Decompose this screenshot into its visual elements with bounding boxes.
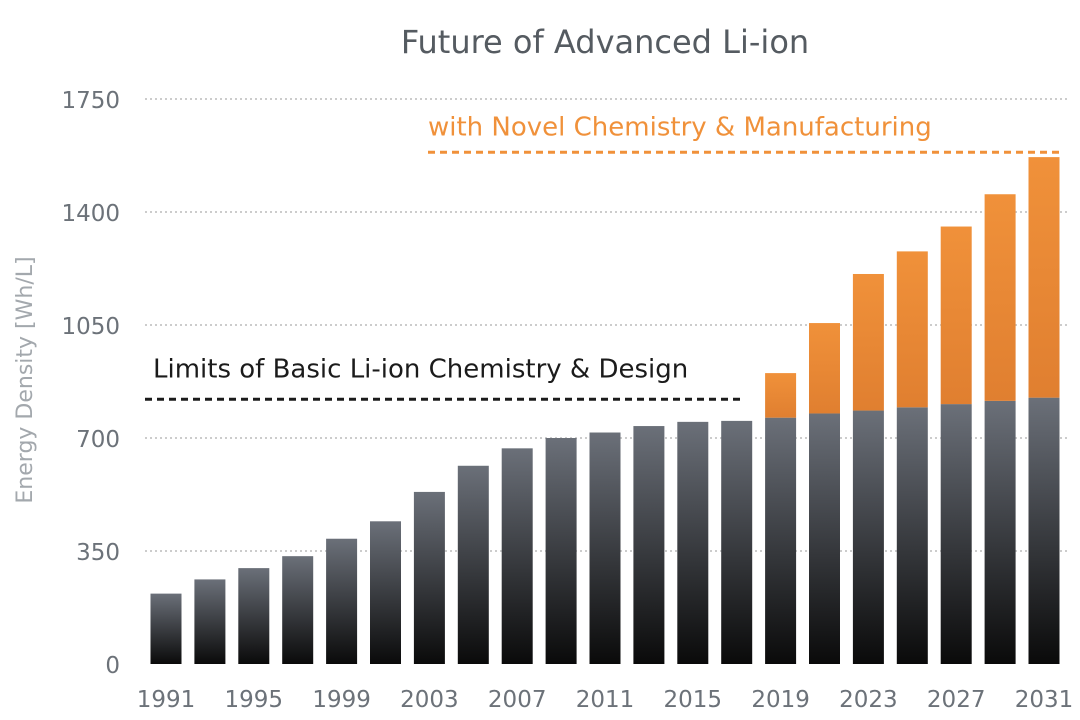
bar-2011-series-1 <box>589 432 621 664</box>
x-tick-label: 2027 <box>927 687 986 713</box>
bar-2031-series-2 <box>1028 157 1060 398</box>
bar-1995-series-1 <box>238 568 270 664</box>
x-tick-label: 2023 <box>839 687 898 713</box>
bar-2015-series-1 <box>677 421 709 664</box>
bar-2025-series-1 <box>896 407 928 664</box>
y-tick-label: 350 <box>76 540 120 566</box>
bar-2027-series-1 <box>940 404 972 664</box>
bar-2029-series-1 <box>984 400 1016 664</box>
bar-1997-series-1 <box>282 556 314 664</box>
x-tick-label: 1995 <box>225 687 284 713</box>
bar-2025-series-2 <box>896 251 928 408</box>
bar-2023-series-1 <box>852 410 884 664</box>
x-tick-label: 2003 <box>400 687 459 713</box>
x-tick-label: 2011 <box>576 687 635 713</box>
annotations: Limits of Basic Li-ion Chemistry & Desig… <box>145 112 1060 401</box>
basic-limit-label: Limits of Basic Li-ion Chemistry & Desig… <box>153 354 688 384</box>
y-tick-label: 1750 <box>61 88 120 114</box>
y-axis-label: Energy Density [Wh/L] <box>13 256 38 503</box>
novel-chemistry-label: with Novel Chemistry & Manufacturing <box>428 112 932 142</box>
bar-2003-series-1 <box>413 491 445 664</box>
x-tick-label: 2015 <box>664 687 723 713</box>
bar-2027-series-2 <box>940 226 972 405</box>
bar-2021-series-2 <box>809 323 840 414</box>
bar-2031-series-1 <box>1028 397 1060 664</box>
bar-2007-series-1 <box>501 448 533 664</box>
bar-2017-series-1 <box>721 420 753 664</box>
bars <box>150 157 1060 664</box>
bar-1991-series-1 <box>150 593 182 664</box>
x-tick-label: 1999 <box>312 687 371 713</box>
y-tick-label: 1050 <box>61 314 120 340</box>
bar-2001-series-1 <box>370 521 401 664</box>
bar-2019-series-2 <box>765 373 797 418</box>
bar-2019-series-1 <box>765 417 797 664</box>
bar-2013-series-1 <box>633 426 665 664</box>
bar-1999-series-1 <box>326 538 358 664</box>
y-tick-labels: 0 350 700 1050 1400 1750 <box>61 88 120 679</box>
x-tick-labels: 1991 1995 1999 2003 2007 2011 2015 2019 2023 2027… <box>137 687 1074 713</box>
bar-1993-series-1 <box>194 579 226 664</box>
y-tick-label: 0 <box>105 653 120 679</box>
bar-2009-series-1 <box>545 438 577 664</box>
bar-2029-series-2 <box>984 194 1016 401</box>
x-tick-label: 2019 <box>751 687 810 713</box>
x-tick-label: 1991 <box>137 687 196 713</box>
y-tick-label: 1400 <box>61 201 120 227</box>
y-tick-label: 700 <box>76 427 120 453</box>
bar-2023-series-2 <box>852 273 884 411</box>
chart-title: Future of Advanced Li-ion <box>401 23 809 61</box>
bar-2021-series-1 <box>809 413 840 664</box>
bar-2005-series-1 <box>457 465 489 664</box>
x-tick-label: 2007 <box>488 687 547 713</box>
x-tick-label: 2031 <box>1015 687 1074 713</box>
